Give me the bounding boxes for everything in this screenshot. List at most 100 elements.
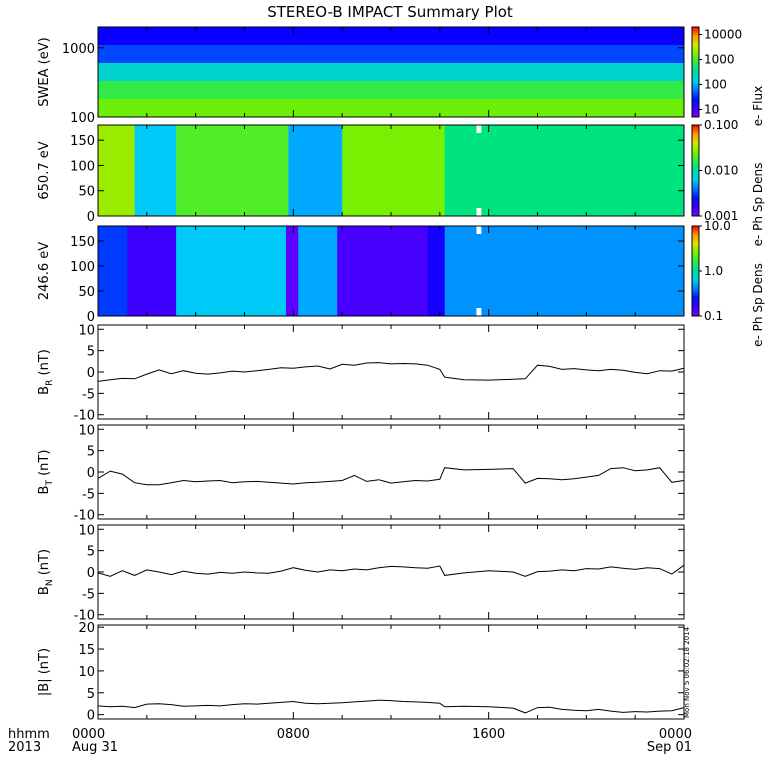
panel-plot-area bbox=[98, 125, 684, 216]
spectrogram-segment bbox=[127, 226, 177, 316]
y-tick-label: 20 bbox=[78, 621, 95, 636]
panel-6: -10 -5 0 5 10 BN (nT) bbox=[37, 523, 685, 624]
spectrogram-segment bbox=[337, 226, 429, 316]
y-tick-label: 5 bbox=[87, 445, 95, 460]
y-tick-label: 0 bbox=[87, 210, 95, 225]
y-tick-label: -5 bbox=[82, 387, 95, 402]
y-tick-label: 100 bbox=[70, 159, 95, 174]
colorbar-label: e- Flux bbox=[751, 86, 765, 126]
panel-7: 0 5 10 15 20 |B| (nT) bbox=[37, 621, 685, 724]
panel-plot-area bbox=[98, 27, 684, 117]
y-axis-label: 246.6 eV bbox=[37, 242, 52, 300]
spectrogram-segment bbox=[98, 226, 128, 316]
y-tick-label: 50 bbox=[78, 185, 95, 200]
plot-title: STEREO-B IMPACT Summary Plot bbox=[267, 3, 513, 21]
y-axis-label: BT (nT) bbox=[37, 450, 55, 495]
panel-frame bbox=[97, 324, 685, 420]
side-timestamp: Mon Nov 5 06:02:18 2014 bbox=[683, 626, 691, 718]
y-tick-label: -5 bbox=[82, 587, 95, 602]
spectrogram-band bbox=[98, 45, 684, 64]
colorbar-tick-label: 0.001 bbox=[704, 209, 738, 223]
x-row-label: hhmm bbox=[8, 727, 50, 742]
colorbar-tick-label: 10000 bbox=[704, 28, 742, 42]
y-tick-label: 15 bbox=[78, 643, 95, 658]
colorbar-2 bbox=[691, 124, 700, 217]
colorbar-3 bbox=[691, 225, 700, 317]
y-axis-label: 650.7 eV bbox=[37, 141, 52, 199]
x-tick-label-time: 0000 bbox=[659, 727, 692, 742]
y-tick-label: 10 bbox=[78, 523, 95, 538]
panel-plot-area bbox=[98, 362, 684, 382]
spectrogram-segment bbox=[444, 125, 684, 216]
colorbar-tick-label: 0.100 bbox=[704, 118, 738, 132]
x-tick-label-time: 0000 bbox=[72, 727, 105, 742]
y-tick-label: -5 bbox=[82, 487, 95, 502]
panel-frame bbox=[97, 624, 685, 720]
y-axis-label: BR (nT) bbox=[37, 349, 55, 395]
data-gap bbox=[476, 308, 482, 316]
y-tick-label: 5 bbox=[87, 345, 95, 360]
spectrogram-band bbox=[98, 63, 684, 82]
panel-frame bbox=[97, 424, 685, 520]
x-tick-label-time: 1600 bbox=[472, 727, 505, 742]
y-tick-label: 100 bbox=[70, 111, 95, 126]
x-tick-label-date: Aug 31 bbox=[72, 740, 118, 755]
panel-plot-area bbox=[98, 564, 684, 577]
colorbar-tick-label: 100 bbox=[704, 77, 727, 91]
data-gap bbox=[476, 226, 482, 234]
y-tick-label: -10 bbox=[74, 509, 95, 524]
data-gap bbox=[476, 208, 482, 216]
colorbar-tick-label: 10 bbox=[704, 102, 719, 116]
spectrogram-segment bbox=[444, 226, 684, 316]
y-tick-label: 50 bbox=[78, 285, 95, 300]
y-tick-label: 150 bbox=[70, 235, 95, 250]
y-tick-label: 10 bbox=[78, 665, 95, 680]
spectrogram-segment bbox=[286, 226, 299, 316]
y-tick-label: 10 bbox=[78, 323, 95, 338]
spectrogram-band bbox=[98, 27, 684, 46]
panel-1: 100 1000 SWEA (eV) bbox=[37, 26, 685, 126]
x-year-label: 2013 bbox=[8, 740, 41, 755]
y-tick-label: 150 bbox=[70, 134, 95, 149]
panel-5: -10 -5 0 5 10 BT (nT) bbox=[37, 423, 685, 524]
spectrogram-segment bbox=[98, 125, 136, 216]
y-tick-label: 10 bbox=[78, 423, 95, 438]
panel-4: -10 -5 0 5 10 BR (nT) bbox=[37, 323, 685, 424]
y-axis-label: SWEA (eV) bbox=[37, 37, 52, 106]
series-line bbox=[98, 362, 684, 382]
colorbar-tick-label: 1.0 bbox=[704, 264, 723, 278]
spectrogram-band bbox=[98, 81, 684, 100]
spectrogram-segment bbox=[176, 125, 289, 216]
colorbar-tick-label: 0.1 bbox=[704, 309, 723, 323]
colorbar-1 bbox=[691, 26, 700, 118]
spectrogram-segment bbox=[298, 226, 338, 316]
panel-plot-area bbox=[98, 699, 684, 714]
y-axis-label: BN (nT) bbox=[37, 549, 55, 595]
data-gap bbox=[476, 125, 482, 133]
series-line bbox=[98, 564, 684, 577]
panel-3: 0 50 100 150 246.6 eV bbox=[37, 225, 685, 325]
spectrogram-segment bbox=[288, 125, 343, 216]
y-tick-label: 0 bbox=[87, 566, 95, 581]
y-tick-label: 0 bbox=[87, 310, 95, 325]
y-axis-label: |B| (nT) bbox=[37, 648, 52, 696]
y-tick-label: 0 bbox=[87, 709, 95, 724]
panel-plot-area bbox=[98, 467, 684, 486]
x-tick-label-time: 0800 bbox=[277, 727, 310, 742]
y-tick-label: -10 bbox=[74, 609, 95, 624]
spectrogram-segment bbox=[176, 226, 287, 316]
spectrogram-segment bbox=[427, 226, 446, 316]
y-tick-label: 0 bbox=[87, 366, 95, 381]
colorbar-tick-label: 1000 bbox=[704, 53, 735, 67]
y-tick-label: 5 bbox=[87, 545, 95, 560]
x-tick-label-date: Sep 01 bbox=[647, 740, 692, 755]
panel-plot-area bbox=[98, 226, 684, 316]
colorbar-label: e- Ph Sp Dens bbox=[751, 163, 765, 247]
colorbar-tick-label: 0.010 bbox=[704, 164, 738, 178]
spectrogram-segment bbox=[134, 125, 177, 216]
spectrogram-band bbox=[98, 99, 684, 117]
y-tick-label: -10 bbox=[74, 409, 95, 424]
